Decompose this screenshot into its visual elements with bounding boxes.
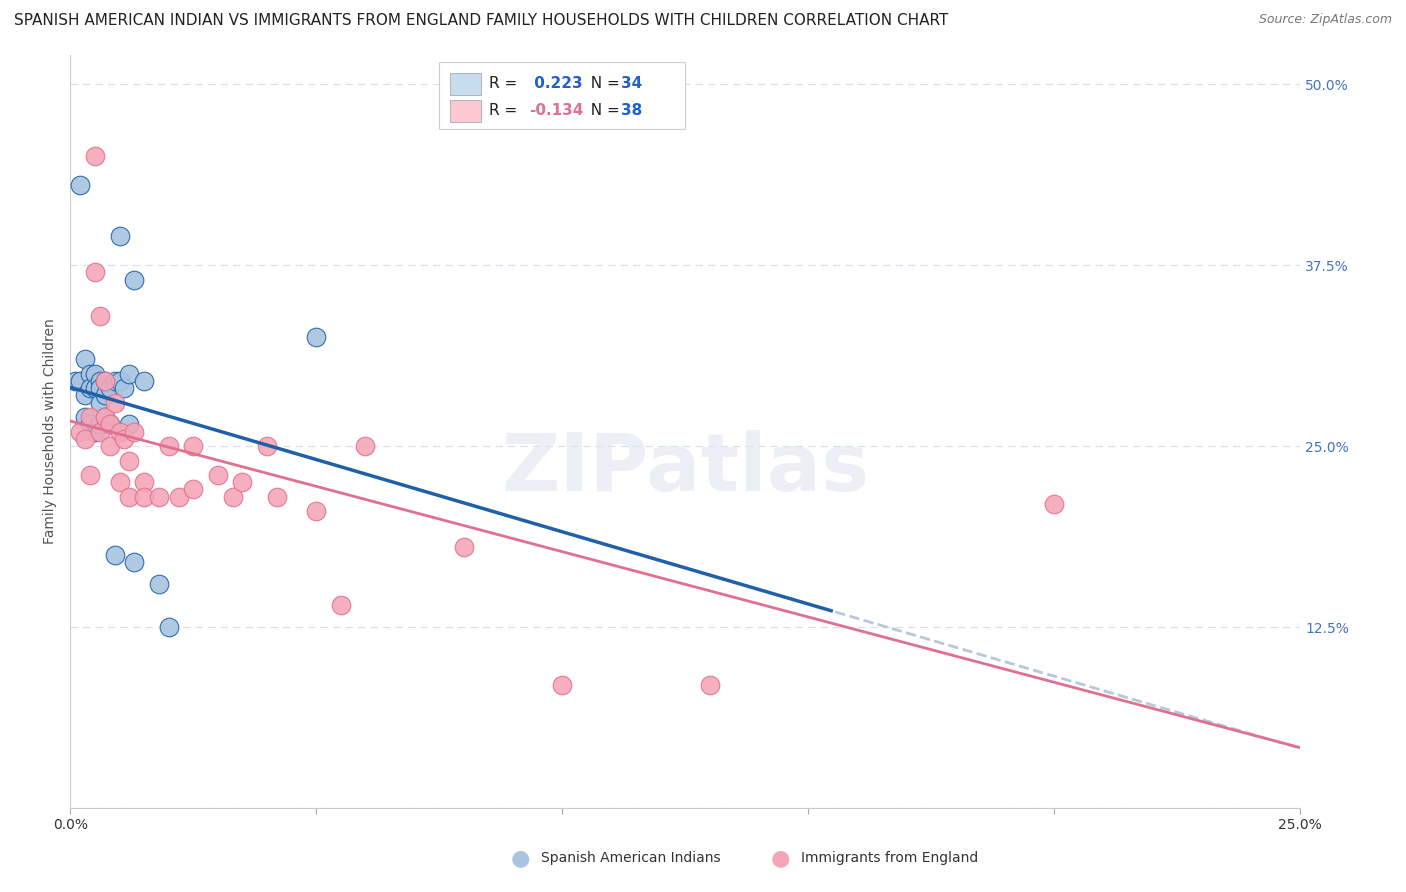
Point	[112, 432, 135, 446]
Point	[75, 352, 97, 367]
Point	[79, 367, 101, 381]
Text: 34: 34	[621, 77, 643, 91]
Point	[79, 410, 101, 425]
Text: ●: ●	[770, 848, 790, 868]
Point	[181, 483, 204, 497]
Point	[167, 490, 190, 504]
Point	[103, 395, 125, 409]
Text: N =: N =	[581, 77, 624, 91]
Point	[354, 439, 377, 453]
Point	[84, 381, 107, 395]
Point	[122, 555, 145, 569]
Point	[103, 374, 125, 388]
Point	[118, 367, 141, 381]
Text: Immigrants from England: Immigrants from England	[801, 851, 979, 865]
Point	[122, 272, 145, 286]
Point	[79, 381, 101, 395]
Point	[75, 410, 97, 425]
Text: R =: R =	[489, 103, 523, 118]
Point	[98, 417, 121, 432]
Point	[75, 388, 97, 402]
Point	[89, 381, 111, 395]
Point	[94, 410, 117, 425]
Point	[98, 417, 121, 432]
Point	[84, 149, 107, 163]
Point	[103, 548, 125, 562]
Point	[69, 178, 91, 193]
Point	[94, 374, 117, 388]
Text: ZIPatlas: ZIPatlas	[501, 430, 869, 508]
Point	[231, 475, 253, 490]
Point	[84, 425, 107, 439]
Point	[148, 576, 170, 591]
Point	[108, 475, 131, 490]
Point	[118, 453, 141, 467]
Text: N =: N =	[581, 103, 624, 118]
Text: -0.134: -0.134	[529, 103, 583, 118]
Point	[112, 381, 135, 395]
Point	[1043, 497, 1066, 511]
Text: SPANISH AMERICAN INDIAN VS IMMIGRANTS FROM ENGLAND FAMILY HOUSEHOLDS WITH CHILDR: SPANISH AMERICAN INDIAN VS IMMIGRANTS FR…	[14, 13, 949, 29]
Point	[181, 439, 204, 453]
Point	[157, 439, 180, 453]
Y-axis label: Family Households with Children: Family Households with Children	[44, 318, 58, 544]
Point	[94, 410, 117, 425]
Point	[79, 417, 101, 432]
Point	[157, 620, 180, 634]
Point	[305, 330, 328, 344]
Text: R =: R =	[489, 77, 523, 91]
Point	[122, 425, 145, 439]
Point	[84, 265, 107, 279]
Point	[207, 468, 229, 483]
Point	[266, 490, 288, 504]
Point	[98, 439, 121, 453]
Point	[305, 504, 328, 518]
Point	[94, 374, 117, 388]
Point	[132, 374, 155, 388]
Point	[79, 468, 101, 483]
Point	[148, 490, 170, 504]
Point	[551, 678, 574, 692]
Point	[89, 374, 111, 388]
Point	[69, 425, 91, 439]
Point	[75, 432, 97, 446]
Point	[108, 425, 131, 439]
Point	[69, 374, 91, 388]
Point	[84, 367, 107, 381]
Point	[89, 395, 111, 409]
Point	[98, 381, 121, 395]
Text: ●: ●	[510, 848, 530, 868]
Point	[89, 417, 111, 432]
Point	[89, 309, 111, 323]
Point	[65, 374, 87, 388]
Text: Spanish American Indians: Spanish American Indians	[541, 851, 721, 865]
Text: Source: ZipAtlas.com: Source: ZipAtlas.com	[1258, 13, 1392, 27]
Point	[132, 490, 155, 504]
Point	[221, 490, 243, 504]
Point	[118, 417, 141, 432]
Point	[89, 425, 111, 439]
Point	[256, 439, 278, 453]
Point	[699, 678, 721, 692]
Point	[453, 541, 475, 555]
Point	[118, 490, 141, 504]
Point	[108, 374, 131, 388]
Point	[108, 229, 131, 244]
Point	[132, 475, 155, 490]
Text: 0.223: 0.223	[529, 77, 582, 91]
Point	[94, 388, 117, 402]
Text: 38: 38	[621, 103, 643, 118]
Point	[329, 599, 352, 613]
